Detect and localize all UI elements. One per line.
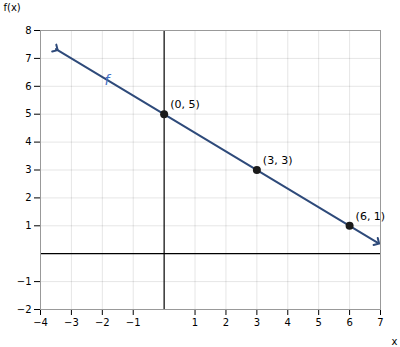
svg-text:−1: −1 (126, 317, 141, 328)
svg-text:3: 3 (25, 164, 31, 175)
svg-text:−2: −2 (17, 304, 32, 315)
svg-text:f: f (104, 72, 111, 88)
svg-text:(3, 3): (3, 3) (263, 154, 293, 167)
svg-text:2: 2 (25, 192, 31, 203)
svg-text:3: 3 (254, 317, 260, 328)
svg-text:2: 2 (223, 317, 229, 328)
svg-text:1: 1 (25, 220, 31, 231)
svg-text:4: 4 (25, 136, 31, 147)
svg-text:x: x (392, 336, 398, 347)
svg-text:7: 7 (377, 317, 383, 328)
svg-text:f(x): f(x) (4, 2, 21, 13)
svg-text:−1: −1 (17, 276, 32, 287)
svg-text:7: 7 (25, 53, 31, 64)
svg-text:8: 8 (25, 25, 31, 36)
svg-text:1: 1 (192, 317, 198, 328)
svg-text:4: 4 (285, 317, 291, 328)
svg-text:(0, 5): (0, 5) (170, 98, 200, 111)
svg-text:6: 6 (346, 317, 352, 328)
svg-text:−3: −3 (64, 317, 79, 328)
svg-text:(6, 1): (6, 1) (356, 210, 386, 223)
svg-text:6: 6 (25, 81, 31, 92)
svg-text:−4: −4 (33, 317, 48, 328)
svg-text:5: 5 (25, 108, 31, 119)
svg-text:5: 5 (315, 317, 321, 328)
svg-text:−2: −2 (95, 317, 110, 328)
